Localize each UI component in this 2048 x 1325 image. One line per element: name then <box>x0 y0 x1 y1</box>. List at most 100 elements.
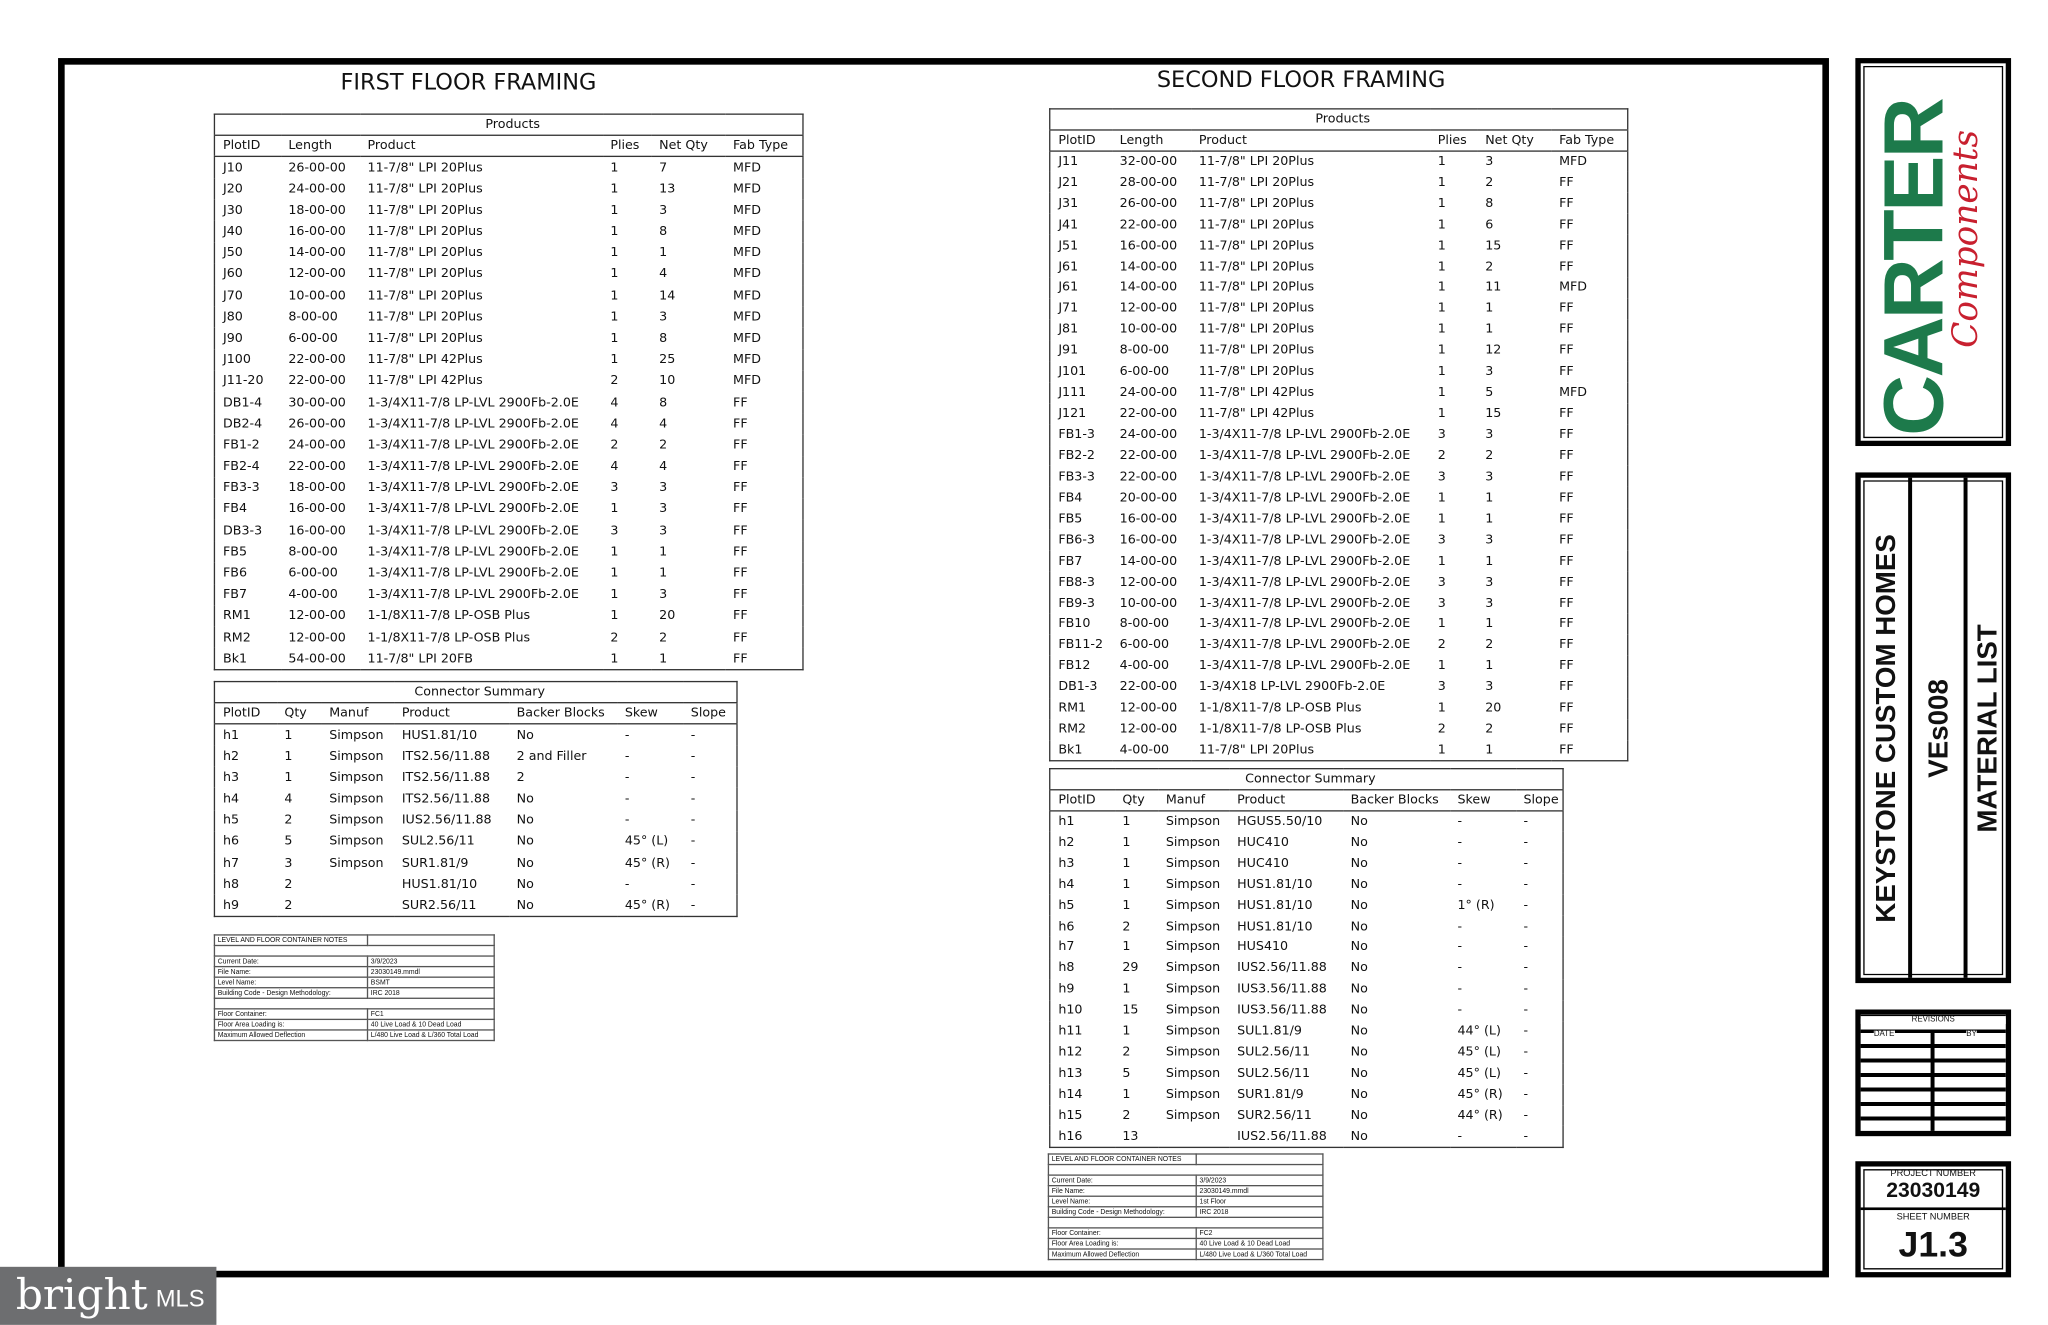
table-cell: 14-00-00 <box>1119 553 1178 569</box>
table-cell: SUL2.56/11 <box>1237 1045 1311 1060</box>
table-cell: 1 <box>1437 511 1446 527</box>
notes-row: Floor Container: FC1 <box>213 1008 495 1021</box>
table-cell: 1-3/4X11-7/8 LP-LVL 2900Fb-2.0E <box>367 502 579 517</box>
table-row: h10 15 Simpson IUS3.56/11.88 No - - <box>1050 1000 1563 1021</box>
table-row: h9 2 SUR2.56/11 No 45° (R) - <box>214 895 737 916</box>
notes-cell: 3/9/2023 <box>1195 1174 1324 1187</box>
table-cell: Simpson <box>329 728 384 743</box>
table-caption: Products <box>1049 108 1628 131</box>
table-cell: DB2-4 <box>223 416 263 432</box>
notes-cell: Maximum Allowed Deflection <box>213 1029 369 1042</box>
table-cell: 22-00-00 <box>1119 448 1178 464</box>
table-cell: FF <box>1559 490 1574 506</box>
table-cell: 11-7/8" LPI 20Plus <box>367 203 483 218</box>
table-cell: 54-00-00 <box>288 651 346 666</box>
notes-cell: 40 Live Load & 10 Dead Load <box>1195 1237 1324 1250</box>
table-cell: 1-3/4X11-7/8 LP-LVL 2900Fb-2.0E <box>1198 469 1411 485</box>
table-row: h4 4 Simpson ITS2.56/11.88 No - - <box>214 788 737 809</box>
table-cell: 11-7/8" LPI 20Plus <box>1198 175 1315 190</box>
table-cell: 1 <box>284 770 293 785</box>
connector-table: Connector Summary PlotID Qty Manuf Product Ba… <box>1049 768 1564 1148</box>
table-cell: 1-3/4X11-7/8 LP-LVL 2900Fb-2.0E <box>367 523 579 538</box>
table-cell: - <box>624 749 630 764</box>
table-cell: 11-7/8" LPI 20Plus <box>1198 343 1315 358</box>
table-row: DB1-4 30-00-00 1-3/4X11-7/8 LP-LVL 2900Fb-… <box>214 392 803 413</box>
table-cell: h3 <box>223 770 240 785</box>
table-cell: FB10 <box>1058 616 1091 632</box>
table-cell: FF <box>1559 175 1574 190</box>
column-header: Fab Type <box>725 135 804 158</box>
table-cell: - <box>690 791 696 807</box>
table-cell: 16-00-00 <box>288 523 346 538</box>
caption-row: Connector Summary <box>1049 768 1564 791</box>
table-cell: 11-7/8" LPI 42Plus <box>367 373 483 389</box>
table-cell: 3 <box>659 480 668 496</box>
column-header: Backer Blocks <box>508 702 617 725</box>
table-cell: 11-7/8" LPI 20FB <box>367 651 473 666</box>
table-cell: 1 <box>1485 511 1494 527</box>
table-cell: 13 <box>659 181 676 197</box>
table-cell: h6 <box>223 834 240 850</box>
table-cell: 11 <box>1485 280 1502 295</box>
table-cell: 3 <box>1437 595 1446 611</box>
table-caption: Connector Summary <box>1049 768 1564 791</box>
table-cell: 4-00-00 <box>1119 658 1170 674</box>
table-cell: Simpson <box>1165 835 1221 850</box>
table-cell: No <box>1350 1066 1368 1081</box>
table-cell: - <box>1523 856 1529 871</box>
table-row: Bk1 54-00-00 11-7/8" LPI 20FB 1 1 FF <box>214 648 803 669</box>
table-cell: 1 <box>1485 658 1494 674</box>
table-cell: J21 <box>1058 175 1079 190</box>
notes-row: Floor Area Loading is: 40 Live Load & 10 … <box>213 1018 495 1031</box>
table-cell: FB11-2 <box>1058 637 1104 653</box>
table-cell: 12-00-00 <box>288 608 346 624</box>
table-row: J61 14-00-00 11-7/8" LPI 20Plus 1 11 MFD <box>1050 277 1628 298</box>
notes-cell: File Name: <box>1047 1185 1197 1197</box>
table-row: FB4 20-00-00 1-3/4X11-7/8 LP-LVL 2900Fb-2.… <box>1050 487 1628 508</box>
table-cell: 6-00-00 <box>1119 637 1170 653</box>
table-cell: 8 <box>659 331 668 346</box>
table-cell: FF <box>1559 364 1574 380</box>
table-row: h15 2 Simpson SUR2.56/11 No 44° (R) - <box>1050 1105 1563 1126</box>
table-cell: 3 <box>659 523 668 538</box>
table-cell: 12 <box>1485 343 1502 358</box>
column-header: Manuf <box>321 702 394 725</box>
table-cell: RM2 <box>223 630 251 645</box>
table-cell: DB1-4 <box>223 395 263 410</box>
logo-box: CARTER Components <box>1855 58 2012 447</box>
table-cell: HUC410 <box>1237 856 1289 871</box>
caption-row: Products <box>214 114 804 137</box>
table-cell: 1 <box>1485 553 1494 569</box>
column-header: Qty <box>276 702 322 725</box>
table-cell: 15 <box>1122 1003 1139 1018</box>
logo-sub: Components <box>1946 129 1986 348</box>
table-cell: 1 <box>610 587 619 603</box>
table-cell: 1 <box>1122 877 1131 892</box>
table-row: FB6-3 16-00-00 1-3/4X11-7/8 LP-LVL 2900Fb-… <box>1050 529 1628 550</box>
notes-row: Floor Container: FC2 <box>1047 1227 1324 1240</box>
table-cell: 1-3/4X11-7/8 LP-LVL 2900Fb-2.0E <box>1198 595 1411 611</box>
table-cell <box>321 874 394 895</box>
project-number: 23030149 <box>1886 1179 1981 1203</box>
table-cell: ITS2.56/11.88 <box>401 749 491 764</box>
notes-cell: File Name: <box>213 965 369 978</box>
notes-row: Level Name: 1st Floor <box>1047 1195 1324 1208</box>
column-header: Length <box>1111 129 1191 152</box>
table-cell: 11-7/8" LPI 20Plus <box>1198 154 1315 170</box>
table-row: DB1-3 22-00-00 1-3/4X18 LP-LVL 2900Fb-2.0E… <box>1050 677 1628 698</box>
table-cell: No <box>516 877 534 892</box>
column-header: PlotID <box>214 702 277 725</box>
table-row: RM1 12-00-00 1-1/8X11-7/8 LP-OSB Plus 1 20 FF <box>214 605 803 626</box>
table-cell: - <box>1523 1066 1529 1081</box>
table-cell: Simpson <box>1165 1066 1221 1081</box>
table-cell: 1 <box>1122 982 1131 997</box>
table-cell: FF <box>733 437 748 453</box>
table-cell: h7 <box>223 855 240 871</box>
table-cell: 1-3/4X11-7/8 LP-LVL 2900Fb-2.0E <box>1198 574 1411 590</box>
table-cell: 1 <box>1437 616 1446 632</box>
revisions-label: REVISIONS <box>1860 1016 2006 1025</box>
table-row: J61 14-00-00 11-7/8" LPI 20Plus 1 2 FF <box>1050 256 1628 277</box>
notes-row: Maximum Allowed Deflection L/480 Live Loa… <box>1047 1248 1324 1261</box>
table-cell: IUS3.56/11.88 <box>1237 982 1327 997</box>
table-cell: J31 <box>1058 196 1079 211</box>
